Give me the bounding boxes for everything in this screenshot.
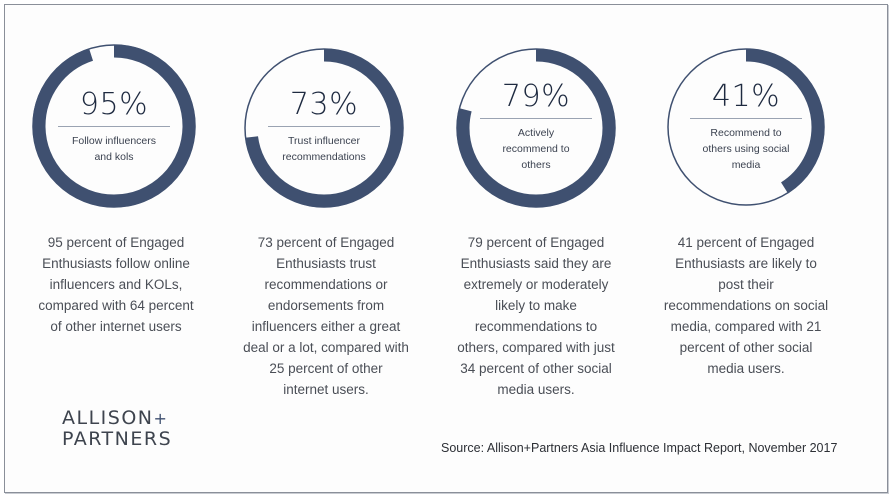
stat-label: Recommend to others using social media: [702, 127, 790, 171]
progress-ring-73: [240, 44, 408, 212]
source-citation: Source: Allison+Partners Asia Influence …: [441, 441, 838, 455]
stat-label: Actively recommend to others: [502, 127, 570, 171]
stat-label: Trust influencer recommendations: [282, 135, 366, 163]
stat-description: 41 percent of Engaged Enthusiasts are li…: [663, 235, 829, 376]
infographic-frame: [4, 4, 888, 493]
stat-card-recommend-social: 41% Recommend to others using social med…: [660, 0, 870, 420]
progress-ring-41: [666, 47, 826, 207]
plus-icon: +: [153, 409, 169, 428]
stat-label: Follow influencers and kols: [71, 135, 157, 163]
stat-description: 79 percent of Engaged Enthusiasts said t…: [457, 235, 615, 397]
percent-value: 41%: [711, 79, 781, 114]
percent-value: 95%: [79, 87, 149, 122]
stat-card-trust-influencer: 73% Trust influencer recommendations 73 …: [238, 0, 448, 420]
divider-line: [690, 118, 802, 119]
allison-partners-logo: ALLISON+ PARTNERS: [62, 407, 173, 450]
percent-value: 79%: [501, 79, 571, 114]
progress-ring-79: [452, 44, 620, 212]
divider-line: [268, 126, 380, 127]
progress-ring-95: [28, 40, 200, 212]
stat-description: 73 percent of Engaged Enthusiasts trust …: [243, 235, 409, 397]
percent-value: 73%: [289, 87, 359, 122]
stat-description: 95 percent of Engaged Enthusiasts follow…: [38, 235, 194, 334]
divider-line: [480, 118, 592, 119]
stat-card-follow-influencers: 95% Follow influencers and kols 95 perce…: [20, 0, 230, 420]
stat-card-actively-recommend: 79% Actively recommend to others 79 perc…: [448, 0, 658, 420]
divider-line: [58, 126, 170, 127]
